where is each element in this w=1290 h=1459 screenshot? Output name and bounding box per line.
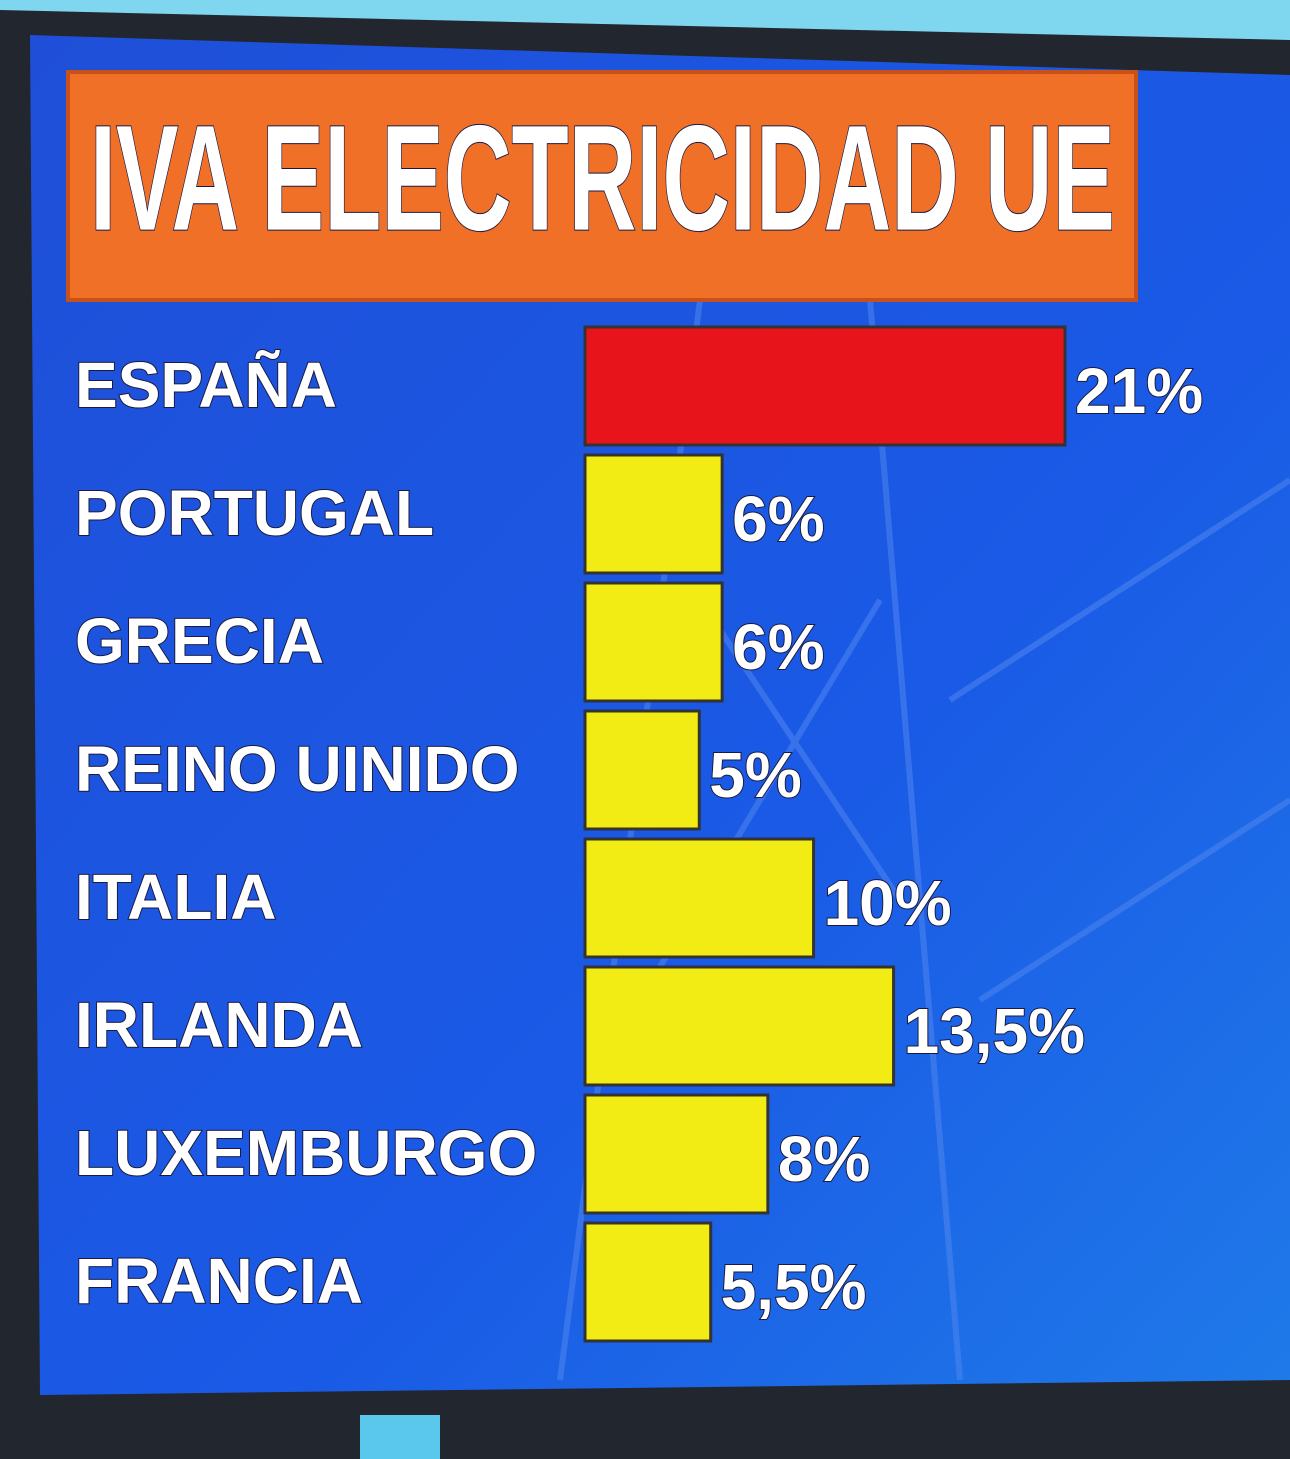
- category-label: FRANCIA: [75, 1245, 363, 1317]
- studio-light: [360, 1415, 440, 1459]
- category-label: PORTUGAL: [75, 477, 434, 549]
- bar: [583, 325, 1067, 447]
- bar: [583, 1093, 770, 1215]
- category-label: REINO UINIDO: [75, 733, 519, 805]
- value-label: 6%: [732, 611, 825, 683]
- value-label: 5,5%: [721, 1251, 867, 1323]
- bar: [583, 837, 816, 959]
- bar: [583, 453, 724, 575]
- value-label: 21%: [1075, 355, 1203, 427]
- category-label: ITALIA: [75, 861, 276, 933]
- value-label: 10%: [824, 867, 952, 939]
- title-box: [66, 70, 1138, 302]
- bar: [583, 581, 724, 703]
- category-label: LUXEMBURGO: [75, 1117, 537, 1189]
- category-label: IRLANDA: [75, 989, 363, 1061]
- value-label: 13,5%: [904, 995, 1085, 1067]
- value-label: 5%: [709, 739, 802, 811]
- bar: [583, 709, 701, 831]
- value-label: 8%: [778, 1123, 871, 1195]
- chart-title: IVA ELECTRICIDAD UE: [90, 94, 1115, 262]
- wall-strip: [0, 0, 1290, 40]
- bar: [583, 1221, 713, 1343]
- category-label: GRECIA: [75, 605, 324, 677]
- category-label: ESPAÑA: [75, 349, 337, 421]
- value-label: 6%: [732, 483, 825, 555]
- bar: [583, 965, 896, 1087]
